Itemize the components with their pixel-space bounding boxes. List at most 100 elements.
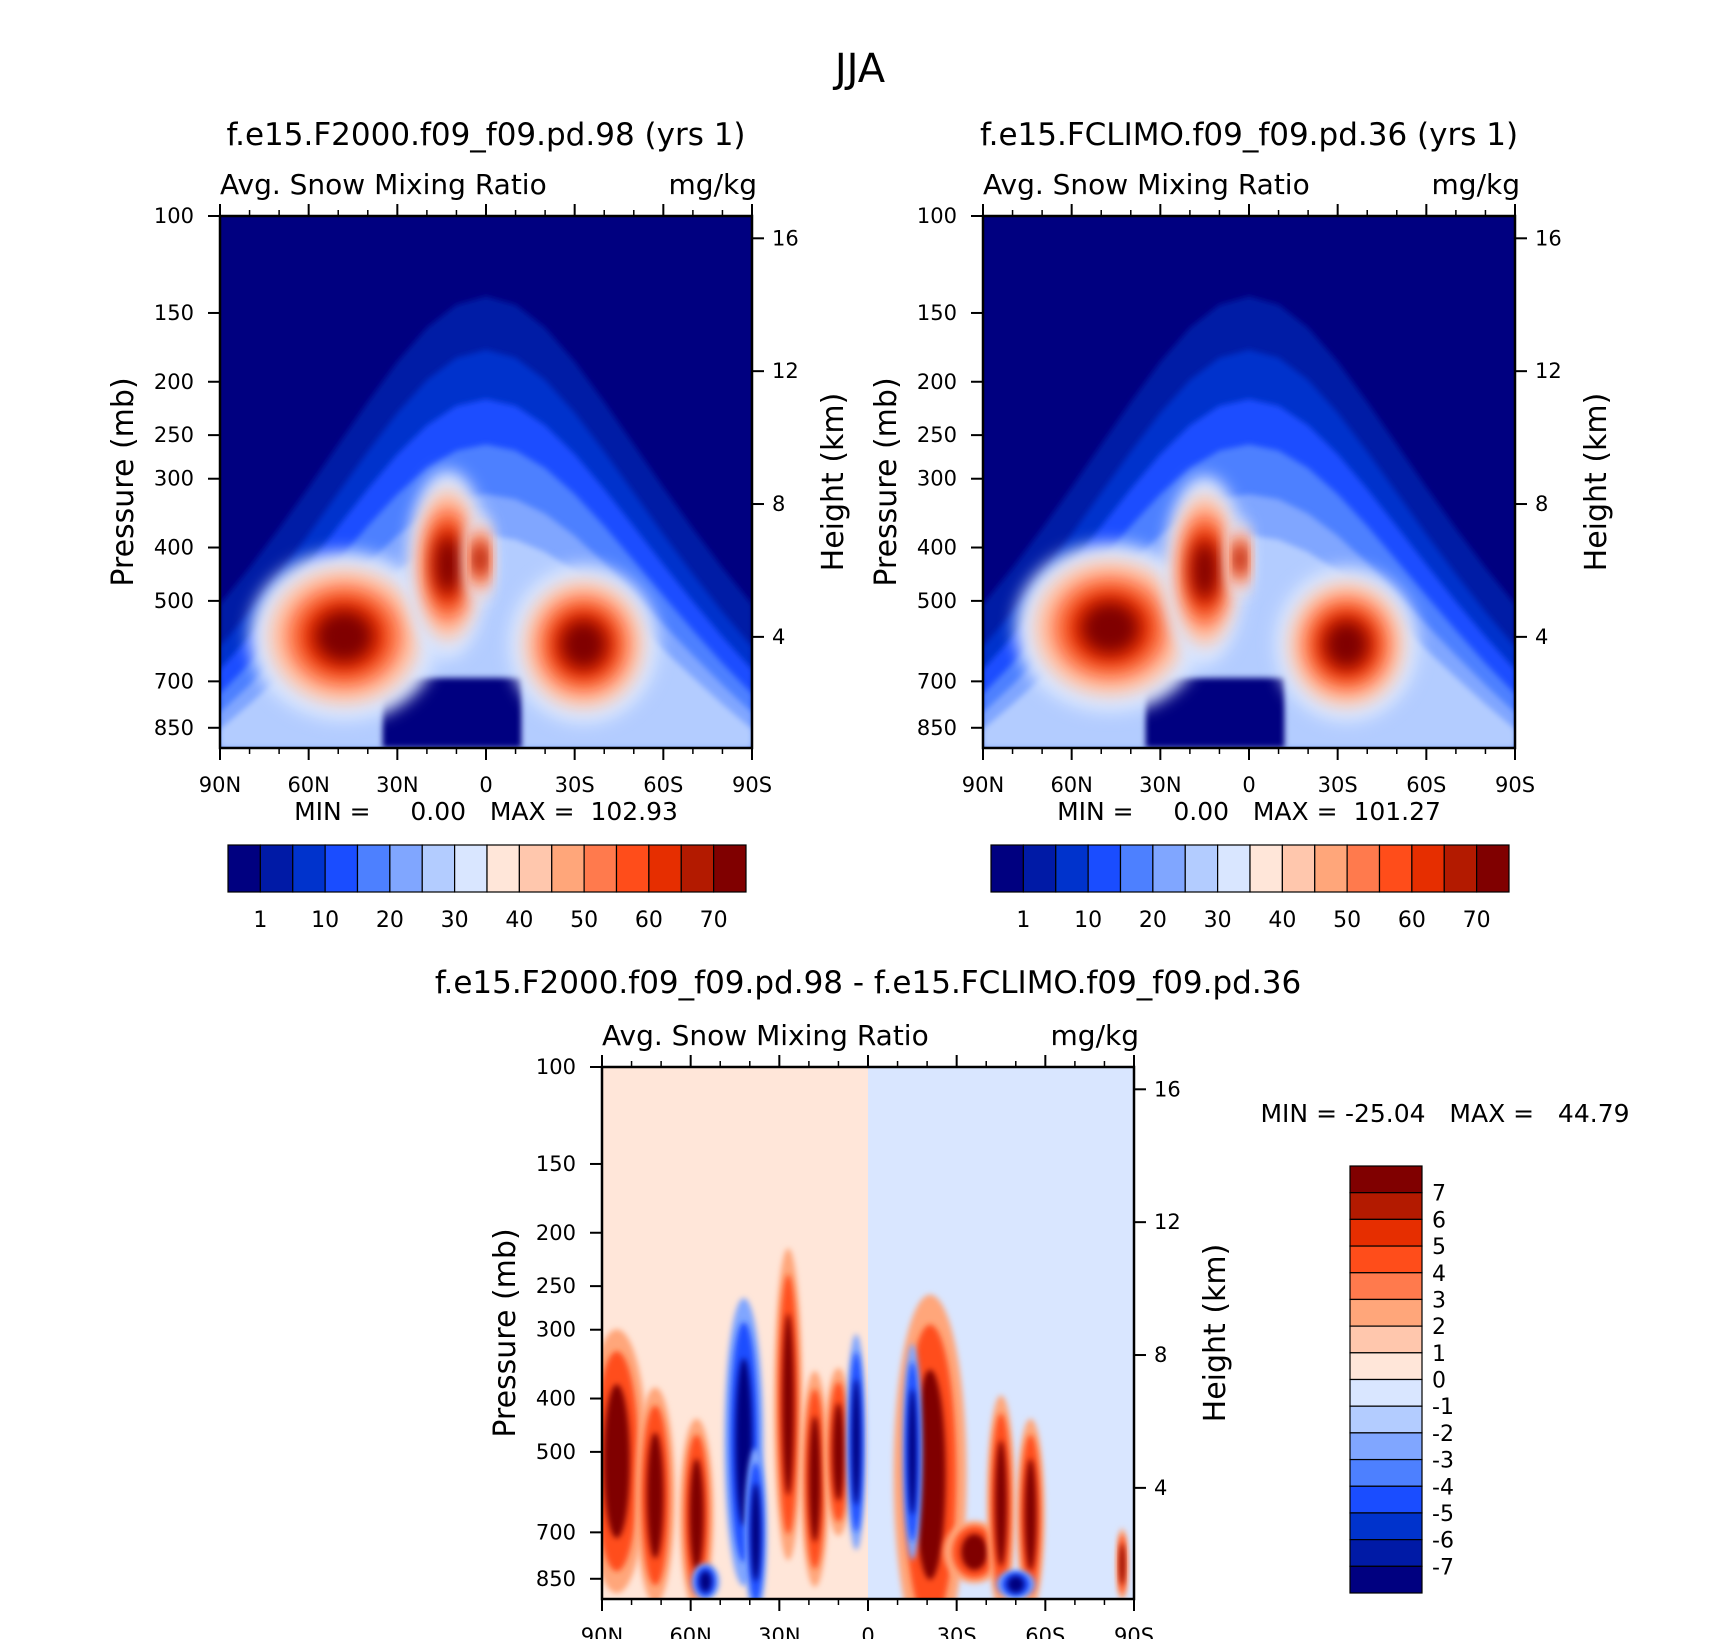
y-tick-label: 500 [154, 589, 194, 613]
x-tick-label: 0 [1242, 773, 1255, 797]
contour-region [1081, 602, 1139, 654]
colorbar-swatch [1349, 1325, 1423, 1354]
colorbar-swatch [990, 844, 1024, 893]
colorbar-label: 1 [253, 908, 267, 933]
colorbar-label: -5 [1432, 1502, 1454, 1527]
contour-region [1192, 541, 1217, 599]
colorbar-swatch [1022, 844, 1057, 893]
x-tick-label: 90S [1495, 773, 1535, 797]
colorbar-swatch [1349, 1218, 1423, 1247]
x-tick-label: 90N [962, 773, 1004, 797]
contour-region [603, 1384, 630, 1539]
contour-region [914, 1369, 946, 1580]
colorbar-swatch [1055, 844, 1089, 893]
colorbar: 1 10 20 30 40 50 60 70 [227, 844, 747, 933]
x-tick-label: 90S [1114, 1624, 1154, 1639]
colorbar-swatch [551, 844, 585, 893]
y-tick-label: 300 [154, 467, 194, 491]
x-tick-label: 30S [937, 1624, 977, 1639]
y-tick-label: 400 [154, 536, 194, 560]
y-tick-label: 250 [917, 423, 957, 447]
contour-region [1024, 1458, 1037, 1571]
colorbar-label: -4 [1432, 1475, 1454, 1500]
y-tick-label: 700 [154, 669, 194, 693]
colorbar-label: 3 [1432, 1288, 1446, 1313]
x-tick-label: 60S [1406, 773, 1446, 797]
colorbar-label: 1 [1016, 908, 1030, 933]
panel-control-run: f.e15.F2000.f09_f09.pd.98 (yrs 1) Avg. S… [106, 117, 851, 933]
y-tick-label: 700 [536, 1520, 576, 1544]
y2-tick-label: 12 [1535, 359, 1562, 383]
contour-region [961, 1533, 988, 1571]
colorbar-swatch [1349, 1378, 1423, 1407]
contour-field [983, 216, 1515, 748]
colorbar-label: 7 [1432, 1182, 1446, 1207]
x-tick-label: 60N [669, 1624, 711, 1639]
colorbar-swatch [1349, 1165, 1423, 1194]
panel-units-label: mg/kg [669, 168, 757, 201]
contour-region [646, 1432, 664, 1559]
colorbar-label: 50 [570, 908, 598, 933]
contour-region [475, 545, 485, 573]
y-tick-label: 250 [154, 423, 194, 447]
y2-tick-label: 4 [772, 625, 785, 649]
colorbar-label: 40 [505, 908, 533, 933]
x-tick-label: 0 [479, 773, 492, 797]
colorbar-label: 70 [700, 908, 728, 933]
x-tick-label: 30S [1318, 773, 1358, 797]
colorbar-swatch [1349, 1539, 1423, 1567]
colorbar-swatch [1476, 844, 1510, 893]
colorbar-label: 6 [1432, 1208, 1446, 1233]
panel-units-label: mg/kg [1432, 168, 1520, 201]
contour-region [1007, 1575, 1025, 1593]
colorbar-label: 10 [1074, 908, 1102, 933]
colorbar-label: 40 [1268, 908, 1296, 933]
y-tick-label: 150 [536, 1152, 576, 1176]
x-tick-label: 30N [1139, 773, 1181, 797]
colorbar-swatch [1184, 844, 1219, 893]
y-axis-label: Pressure (mb) [488, 1228, 523, 1437]
y-tick-label: 100 [917, 204, 957, 228]
y-tick-label: 500 [536, 1440, 576, 1464]
colorbar-swatch [583, 844, 618, 893]
colorbar-swatch [259, 844, 294, 893]
colorbar-label: 20 [376, 908, 404, 933]
colorbar-label: 4 [1432, 1262, 1446, 1287]
y2-axis-label: Height (km) [816, 393, 851, 572]
y-tick-label: 500 [917, 589, 957, 613]
colorbar-label: 70 [1463, 908, 1491, 933]
contour-region [851, 1379, 861, 1506]
y-axis-label: Pressure (mb) [106, 377, 141, 586]
colorbar-swatch [1346, 844, 1381, 893]
contour-region [689, 1458, 704, 1571]
colorbar-swatch [1249, 844, 1283, 893]
panel-title: f.e15.F2000.f09_f09.pd.98 (yrs 1) [226, 117, 745, 153]
contour-region [1119, 1543, 1125, 1586]
y2-tick-label: 16 [1535, 226, 1562, 250]
min-max-text: MIN = -25.04 MAX = 44.79 [1260, 1099, 1629, 1128]
colorbar-swatch [518, 844, 553, 893]
contour-region [1324, 621, 1369, 668]
colorbar-swatch [1119, 844, 1154, 893]
figure-title: JJA [832, 46, 886, 92]
colorbar-swatch [1349, 1565, 1423, 1594]
colorbar-label: 50 [1333, 908, 1361, 933]
colorbar-swatch [1443, 844, 1478, 893]
colorbar-label: 20 [1139, 908, 1167, 933]
colorbar-swatch [324, 844, 359, 893]
y-tick-label: 150 [917, 301, 957, 325]
y-tick-label: 850 [154, 716, 194, 740]
y2-tick-label: 8 [1154, 1343, 1167, 1367]
colorbar-swatch [1217, 844, 1251, 893]
y-tick-label: 700 [917, 669, 957, 693]
y-tick-label: 200 [536, 1221, 576, 1245]
y-tick-label: 850 [917, 716, 957, 740]
colorbar-swatch [1281, 844, 1316, 893]
x-tick-label: 30S [555, 773, 595, 797]
y-tick-label: 300 [536, 1318, 576, 1342]
y2-tick-label: 12 [1154, 1210, 1181, 1234]
x-tick-label: 60N [1050, 773, 1092, 797]
y-tick-label: 200 [154, 370, 194, 394]
axes: 90N 60N 30N 0 30S 60S 90S 100 150 200 250 300 400 500… [154, 204, 799, 797]
